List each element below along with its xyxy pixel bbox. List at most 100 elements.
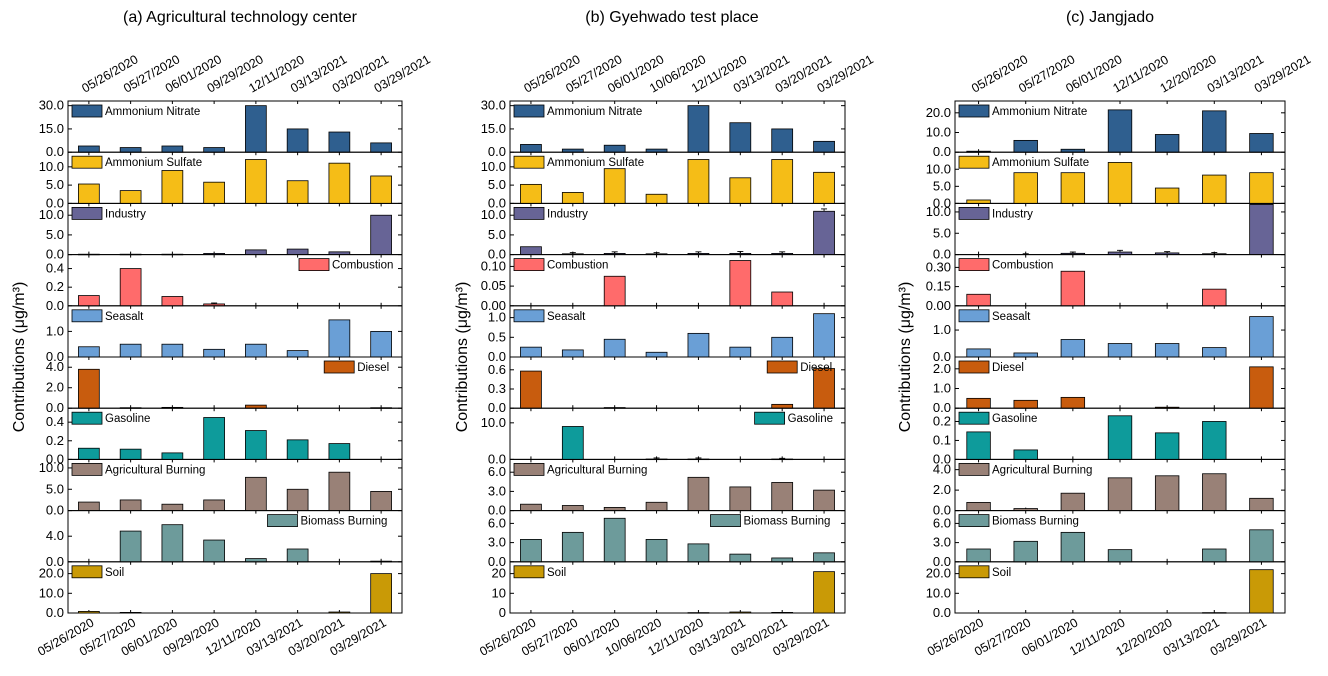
legend-swatch [298,258,330,272]
legend-label: Combustion [547,260,608,272]
legend-label: Soil [992,567,1011,579]
bar-industry [370,214,392,255]
series-row-ammonium-sulfate: 0.0 5.0 10.0 Ammonium Sulfate [39,151,403,210]
series-row-diesel: 0.0 0.3 0.6 Diesel [488,356,846,415]
bar-soil [370,573,392,614]
bar-seasalt [203,348,225,358]
legend-label: Industry [992,208,1033,220]
bar-ammonium-nitrate [687,105,710,153]
bar-ammonium-nitrate [729,122,752,153]
legend-label: Seasalt [992,311,1031,323]
bar-diesel [966,397,991,409]
bar-seasalt [771,336,794,358]
y-tick-label: 10.0 [39,460,64,475]
bar-agricultural-burning [78,501,100,512]
y-tick-label: 3.0 [488,483,506,498]
legend-swatch [766,360,798,374]
bar-seasalt [520,346,542,358]
bar-agricultural-burning [370,490,392,511]
y-tick-label: 5.0 [46,227,64,242]
y-tick-label: 0.0 [933,554,951,569]
bar-ammonium-nitrate [161,145,184,153]
bar-ammonium-sulfate [78,183,100,204]
series-row-ammonium-nitrate: 0.0 15.0 30.0 Ammonium Nitrate [39,98,403,159]
bar-biomass-burning [771,557,794,563]
bar-ammonium-sulfate [966,199,991,204]
bar-agricultural-burning [966,502,991,511]
bar-soil [687,612,710,614]
bar-agricultural-burning [119,499,142,511]
bar-biomass-burning [729,553,752,563]
legend-swatch [958,258,990,272]
series-row-industry: 0.0 5.0 10.0 Industry [926,202,1286,262]
y-tick-label: 1.0 [488,310,506,325]
legend-swatch [513,104,545,118]
row-frame [67,561,403,614]
bar-seasalt [1154,343,1180,358]
y-tick-label: 0.0 [933,349,951,364]
bar-ammonium-nitrate [1202,110,1227,153]
bar-diesel [78,368,100,409]
series-row-ammonium-sulfate: 0.0 5.0 10.0 Ammonium Sulfate [926,151,1286,210]
y-tick-label: 6.0 [488,515,506,530]
y-tick-label: 4.0 [46,528,64,543]
bar-gasoline [966,431,991,460]
legend-label: Diesel [800,362,832,374]
bar-agricultural-burning [520,503,542,512]
bar-biomass-burning [203,539,225,563]
bar-gasoline [1107,415,1133,460]
bar-industry [1249,203,1274,255]
y-tick-label: 15.0 [481,121,506,136]
panel-title: (a) Agricultural technology center [123,9,358,26]
y-tick-label: 0.0 [488,451,506,466]
bar-agricultural-burning [245,476,267,512]
legend-label: Gasoline [992,413,1037,425]
legend-swatch [958,462,990,476]
legend-label: Ammonium Nitrate [992,106,1087,118]
bar-ammonium-sulfate [603,168,626,204]
bar-ammonium-nitrate [813,140,835,153]
y-tick-label: 0.1 [933,432,951,447]
bar-ammonium-nitrate [119,147,142,153]
legend-label: Ammonium Nitrate [547,106,642,118]
legend-label: Biomass Burning [301,516,388,528]
y-tick-label: 0.0 [488,349,506,364]
y-tick-label: 5.0 [933,178,951,193]
y-tick-label: 0.00 [926,298,951,313]
bar-seasalt [286,350,309,358]
y-tick-label: 1.0 [933,322,951,337]
series-row-combustion: 0.00 0.05 0.10 Combustion [481,254,846,313]
panel-title: (b) Gyehwado test place [585,9,759,26]
y-tick-label: 20 [492,566,506,581]
bar-ammonium-sulfate [1202,174,1227,204]
legend-swatch [958,411,990,425]
bar-combustion [161,296,184,307]
y-tick-label: 0.6 [488,362,506,377]
legend-label: Agricultural Burning [547,464,647,476]
bar-agricultural-burning [813,489,835,511]
y-tick-label: 0.0 [488,503,506,518]
bar-combustion [771,291,794,307]
y-tick-label: 10.0 [39,159,64,174]
legend-swatch [958,155,990,169]
bar-ammonium-sulfate [645,193,668,204]
legend-label: Agricultural Burning [105,464,205,476]
bar-soil [1202,612,1227,614]
bar-ammonium-nitrate [328,131,351,153]
bar-seasalt [119,343,142,358]
bar-gasoline [286,439,309,460]
y-tick-label: 10.0 [39,207,64,222]
panel-title: (c) Jangjado [1066,9,1154,26]
bar-gasoline [328,443,351,460]
bar-ammonium-sulfate [203,181,225,204]
series-row-soil: 0.0 10.0 20.0 Soil [926,561,1286,620]
series-row-diesel: 0.0 1.0 2.0 Diesel [933,356,1286,415]
bar-ammonium-sulfate [729,177,752,204]
bar-ammonium-sulfate [119,190,142,204]
y-tick-label: 20.0 [926,566,951,581]
bar-seasalt [78,346,100,358]
y-tick-label: 3.0 [933,535,951,550]
series-row-combustion: 0.0 0.2 0.4 Combustion [46,254,403,313]
legend-swatch [71,462,103,476]
